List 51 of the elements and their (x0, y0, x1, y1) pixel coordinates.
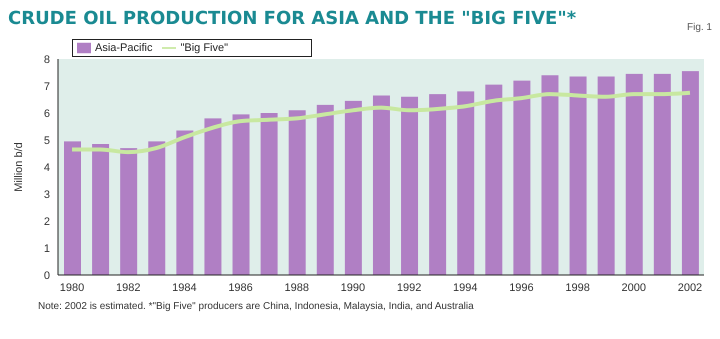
x-tick-label: 2000 (622, 282, 646, 294)
bar (120, 148, 138, 275)
x-tick-label: 1992 (396, 282, 422, 294)
bar (485, 84, 502, 275)
bar (513, 80, 530, 275)
bar (64, 141, 81, 275)
x-tick-label: 1996 (509, 282, 534, 294)
y-tick-label: 2 (44, 216, 50, 228)
bar (429, 94, 446, 275)
y-tick-label: 1 (44, 242, 50, 255)
legend-label: "Big Five" (180, 42, 228, 54)
x-tick-label: 1988 (284, 282, 309, 294)
y-tick-label: 7 (44, 80, 50, 93)
bar (288, 110, 306, 275)
bar (204, 118, 222, 275)
y-tick-label: 0 (44, 270, 50, 282)
x-tick-label: 1982 (116, 282, 140, 294)
x-tick-label: 1994 (453, 282, 478, 294)
bar (316, 104, 334, 275)
bar (598, 76, 615, 275)
bar (682, 71, 699, 275)
bar (344, 100, 362, 275)
x-tick-label: 1980 (60, 282, 84, 294)
bar (372, 95, 390, 275)
y-tick-label: 4 (44, 162, 50, 174)
bar (176, 130, 194, 275)
y-tick-label: 8 (44, 54, 50, 66)
x-tick-label: 1990 (340, 282, 366, 294)
y-tick-label: 3 (44, 188, 50, 201)
bar (541, 75, 558, 275)
legend-label: Asia-Pacific (95, 42, 152, 54)
bar (260, 113, 278, 275)
x-tick-label: 1998 (565, 282, 590, 294)
x-tick-label: 2002 (678, 282, 702, 294)
bar (570, 76, 587, 275)
bar (626, 74, 643, 275)
bar (232, 114, 250, 275)
line-series (70, 90, 692, 154)
bar (92, 144, 110, 275)
chart-title: CRUDE OIL PRODUCTION FOR ASIA AND THE "BIG FIVE"* (8, 8, 576, 29)
caption: Fig. 1 (686, 22, 712, 33)
bar (401, 96, 418, 275)
y-axis-title: Million b/d (12, 142, 25, 192)
x-tick-label: 1984 (172, 282, 197, 294)
y-tick-label: 5 (44, 134, 50, 147)
y-tick-label: 6 (44, 108, 50, 120)
bar (654, 74, 671, 275)
bar (457, 91, 474, 275)
text: Note: 2002 is estimated. *"Big Five" producers are China, Indonesia, Malaysia, India, and Australia (38, 301, 475, 312)
x-tick-label: 1986 (228, 282, 253, 294)
bar (148, 141, 166, 275)
